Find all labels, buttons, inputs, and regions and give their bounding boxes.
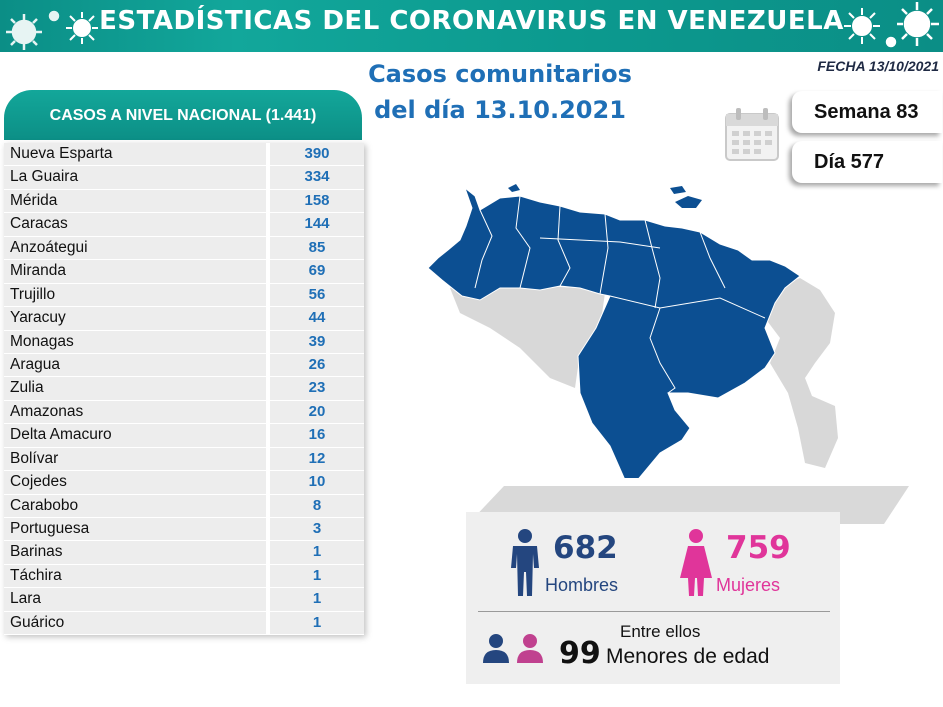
state-name: Bolívar bbox=[4, 447, 266, 471]
main-title-line-1: Casos comunitarios bbox=[368, 60, 632, 88]
virus-icon bbox=[66, 12, 98, 44]
state-name: Cojedes bbox=[4, 471, 266, 494]
table-row: Yaracuy 44 bbox=[4, 307, 364, 331]
state-name: Monagas bbox=[4, 330, 266, 353]
map-state-borders bbox=[474, 195, 766, 394]
case-count: 1 bbox=[270, 611, 364, 635]
state-name: Lara bbox=[4, 588, 266, 611]
state-name: Nueva Esparta bbox=[4, 143, 266, 166]
case-count: 1 bbox=[270, 564, 364, 588]
case-count: 8 bbox=[270, 494, 364, 517]
virus-icon bbox=[6, 10, 60, 50]
case-count: 39 bbox=[270, 330, 364, 353]
table-row: Anzoátegui 85 bbox=[4, 236, 364, 261]
case-count: 10 bbox=[270, 471, 364, 494]
table-row: Trujillo 56 bbox=[4, 283, 364, 308]
state-name: Amazonas bbox=[4, 400, 266, 424]
case-count: 158 bbox=[270, 189, 364, 213]
table-row: Portuguesa 3 bbox=[4, 518, 364, 542]
table-row: Amazonas 20 bbox=[4, 400, 364, 425]
state-name: Delta Amacuro bbox=[4, 424, 266, 447]
women-count: 759 bbox=[726, 530, 791, 566]
state-name: Portuguesa bbox=[4, 518, 266, 541]
state-name: Caracas bbox=[4, 213, 266, 236]
table-row: La Guaira 334 bbox=[4, 166, 364, 190]
minors-count: 99 bbox=[559, 636, 601, 671]
state-name: Guárico bbox=[4, 611, 266, 635]
table-row: Nueva Esparta 390 bbox=[4, 143, 364, 167]
case-count: 3 bbox=[270, 518, 364, 541]
men-label: Hombres bbox=[545, 575, 619, 595]
table-row: Barinas 1 bbox=[4, 541, 364, 565]
page-title: ESTADÍSTICAS DEL CORONAVIRUS EN VENEZUEL… bbox=[99, 6, 844, 36]
case-count: 69 bbox=[270, 260, 364, 283]
table-row: Caracas 144 bbox=[4, 213, 364, 237]
dia-badge: Día 577 bbox=[792, 141, 942, 183]
table-row: Bolívar 12 bbox=[4, 447, 364, 472]
table-row: Delta Amacuro 16 bbox=[4, 424, 364, 448]
case-count: 85 bbox=[270, 236, 364, 260]
case-count: 1 bbox=[270, 541, 364, 564]
case-count: 20 bbox=[270, 400, 364, 424]
state-name: Trujillo bbox=[4, 283, 266, 307]
table-row: Lara 1 bbox=[4, 588, 364, 612]
case-count: 56 bbox=[270, 283, 364, 307]
state-name: Aragua bbox=[4, 353, 266, 377]
case-count: 26 bbox=[270, 353, 364, 377]
divider bbox=[478, 611, 830, 612]
table-row: Aragua 26 bbox=[4, 353, 364, 378]
state-name: Anzoátegui bbox=[4, 236, 266, 260]
report-date: FECHA 13/10/2021 bbox=[817, 58, 939, 74]
women-label: Mujeres bbox=[716, 575, 781, 595]
case-count: 334 bbox=[270, 166, 364, 189]
entre-ellos-label: Entre ellos bbox=[620, 622, 701, 641]
case-count: 144 bbox=[270, 213, 364, 236]
case-count: 23 bbox=[270, 377, 364, 400]
venezuela-map bbox=[427, 184, 838, 478]
state-name: Carabobo bbox=[4, 494, 266, 517]
table-row: Miranda 69 bbox=[4, 260, 364, 284]
table-row: Monagas 39 bbox=[4, 330, 364, 354]
cases-table: Nueva Esparta 390 La Guaira 334 Mérida 158 Car… bbox=[4, 143, 364, 636]
table-row: Zulia 23 bbox=[4, 377, 364, 401]
table-header: CASOS A NIVEL NACIONAL (1.441) bbox=[4, 90, 362, 140]
table-row: Táchira 1 bbox=[4, 564, 364, 589]
header-banner: ESTADÍSTICAS DEL CORONAVIRUS EN VENEZUEL… bbox=[0, 0, 943, 52]
case-count: 1 bbox=[270, 588, 364, 611]
woman-icon bbox=[680, 529, 712, 596]
map-neighbor-colombia bbox=[450, 278, 605, 388]
map-nueva-esparta bbox=[675, 196, 702, 208]
case-count: 390 bbox=[270, 143, 364, 166]
table-row: Guárico 1 bbox=[4, 611, 364, 636]
semana-badge: Semana 83 bbox=[792, 91, 942, 133]
map-island bbox=[508, 184, 520, 192]
virus-icon bbox=[844, 8, 880, 44]
man-icon bbox=[511, 529, 539, 596]
map-island bbox=[670, 186, 686, 194]
state-name: Yaracuy bbox=[4, 307, 266, 330]
people-icon bbox=[483, 634, 543, 663]
state-name: Miranda bbox=[4, 260, 266, 283]
case-count: 16 bbox=[270, 424, 364, 447]
main-title: Casos comunitarios del día 13.10.2021 bbox=[360, 56, 640, 128]
table-row: Cojedes 10 bbox=[4, 471, 364, 495]
map-venezuela bbox=[427, 186, 801, 478]
table-row: Carabobo 8 bbox=[4, 494, 364, 518]
table-row: Mérida 158 bbox=[4, 189, 364, 214]
case-count: 44 bbox=[270, 307, 364, 330]
virus-icon bbox=[885, 2, 939, 48]
state-name: Barinas bbox=[4, 541, 266, 564]
main-title-line-2: del día 13.10.2021 bbox=[374, 96, 626, 124]
state-name: Mérida bbox=[4, 189, 266, 213]
case-count: 12 bbox=[270, 447, 364, 471]
calendar-icon bbox=[725, 108, 779, 161]
men-count: 682 bbox=[553, 530, 618, 566]
state-name: Táchira bbox=[4, 564, 266, 588]
minors-label: Menores de edad bbox=[606, 645, 770, 668]
state-name: La Guaira bbox=[4, 166, 266, 189]
state-name: Zulia bbox=[4, 377, 266, 400]
map-neighbor-guyana bbox=[765, 278, 838, 468]
